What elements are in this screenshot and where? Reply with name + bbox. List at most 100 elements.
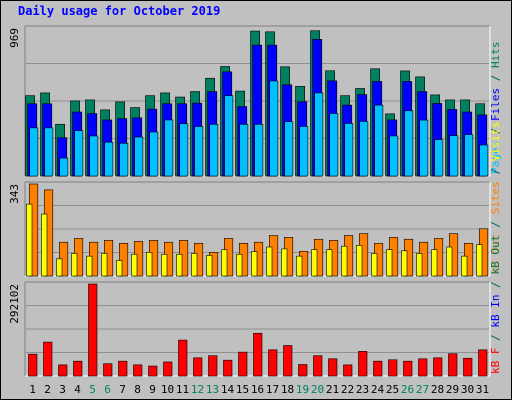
visits-bar — [461, 255, 468, 277]
pages-files-hits-panel: 969 Pages / Files / Hits — [8, 25, 502, 177]
x-tick-label: 30 — [461, 383, 474, 396]
visits-bar — [431, 249, 438, 277]
pages-bar — [254, 124, 264, 177]
x-tick-label: 23 — [356, 383, 369, 396]
kbf-bar — [253, 332, 263, 377]
x-tick-label: 7 — [119, 383, 126, 396]
x-tick-label: 2 — [44, 383, 51, 396]
kbf-bar — [58, 364, 68, 377]
visits-bar — [236, 253, 243, 277]
visits-bar — [221, 249, 228, 277]
kbf-kbin-kbout-panel: 292102 kB F / kB In / kB Out — [8, 235, 502, 377]
visits-bar — [131, 253, 138, 277]
visits-bar — [401, 250, 408, 277]
pages-bar — [434, 139, 444, 177]
x-tick-label: 6 — [104, 383, 111, 396]
legend: kB Out / Sites / Visits — [489, 122, 502, 274]
x-tick-label: 1 — [29, 383, 36, 396]
pages-bar — [134, 136, 144, 177]
pages-bar — [449, 135, 459, 177]
pages-bar — [74, 130, 84, 177]
kbf-bar — [283, 345, 293, 377]
kbf-bar — [388, 359, 398, 377]
legend: kB F / kB In / kB Out — [489, 235, 502, 374]
kbf-bar — [238, 351, 248, 377]
kbf-bar — [148, 365, 158, 377]
x-tick-label: 28 — [431, 383, 444, 396]
pages-bar — [119, 143, 129, 177]
x-tick-label: 20 — [311, 383, 324, 396]
x-tick-label: 25 — [386, 383, 399, 396]
pages-bar — [164, 119, 174, 177]
x-tick-label: 13 — [206, 383, 219, 396]
kbf-bar — [43, 341, 53, 377]
x-tick-label: 26 — [401, 383, 414, 396]
pages-bar — [224, 95, 234, 177]
visits-bar — [356, 245, 363, 277]
visits-bar — [266, 246, 273, 277]
pages-bar — [359, 121, 369, 177]
visits-bar — [206, 255, 213, 277]
x-tick-label: 11 — [176, 383, 189, 396]
pages-bar — [419, 119, 429, 177]
visits-bar — [326, 249, 333, 277]
pages-bar — [374, 104, 384, 177]
pages-bar — [329, 113, 339, 177]
x-tick-label: 29 — [446, 383, 459, 396]
x-tick-label: 10 — [161, 383, 174, 396]
visits-bar — [251, 251, 258, 277]
pages-bar — [239, 124, 249, 177]
kbf-bar — [133, 364, 143, 377]
x-tick-label: 31 — [476, 383, 489, 396]
kbf-bar — [268, 349, 278, 377]
x-tick-label: 12 — [191, 383, 204, 396]
y-max-label: 969 — [8, 28, 21, 48]
pages-bar — [284, 121, 294, 177]
legend: Pages / Files / Hits — [489, 42, 502, 175]
x-tick-label: 19 — [296, 383, 309, 396]
kbf-bar — [373, 360, 383, 377]
visits-bar — [386, 249, 393, 277]
pages-bar — [89, 135, 99, 177]
y-max-label: 292102 — [8, 284, 21, 324]
x-tick-label: 15 — [236, 383, 249, 396]
pages-bar — [29, 127, 39, 177]
visits-bar — [26, 203, 33, 277]
visits-bar — [311, 249, 318, 277]
pages-bar — [59, 157, 69, 177]
visits-bar — [86, 255, 93, 277]
x-tick-label: 21 — [326, 383, 339, 396]
kbf-bar — [328, 358, 338, 377]
kbf-bar — [118, 360, 128, 377]
kbf-bar — [103, 363, 113, 377]
visits-bar — [446, 246, 453, 277]
visits-bar — [281, 248, 288, 277]
visits-bar — [476, 244, 483, 277]
kbf-bar — [358, 351, 368, 377]
kbf-bar — [208, 355, 218, 377]
visits-bar — [161, 253, 168, 277]
kbout-sites-visits-panel: 343 kB Out / Sites / Visits — [8, 122, 502, 277]
x-tick-label: 16 — [251, 383, 264, 396]
visits-bar — [71, 253, 78, 277]
pages-bar — [464, 134, 474, 177]
kbf-bar — [298, 364, 308, 377]
x-tick-label: 27 — [416, 383, 429, 396]
visits-bar — [371, 253, 378, 277]
visits-bar — [146, 252, 153, 277]
pages-bar — [179, 123, 189, 177]
kbf-bar — [448, 353, 458, 377]
x-tick-label: 22 — [341, 383, 354, 396]
pages-bar — [404, 110, 414, 177]
visits-bar — [191, 253, 198, 277]
kbf-bar — [223, 359, 233, 377]
x-tick-label: 4 — [74, 383, 81, 396]
visits-bar — [101, 253, 108, 277]
kbf-bar — [463, 357, 473, 377]
visits-bar — [416, 253, 423, 277]
x-tick-label: 14 — [221, 383, 235, 396]
kbf-bar — [88, 283, 98, 377]
pages-bar — [299, 126, 309, 177]
x-tick-label: 3 — [59, 383, 66, 396]
